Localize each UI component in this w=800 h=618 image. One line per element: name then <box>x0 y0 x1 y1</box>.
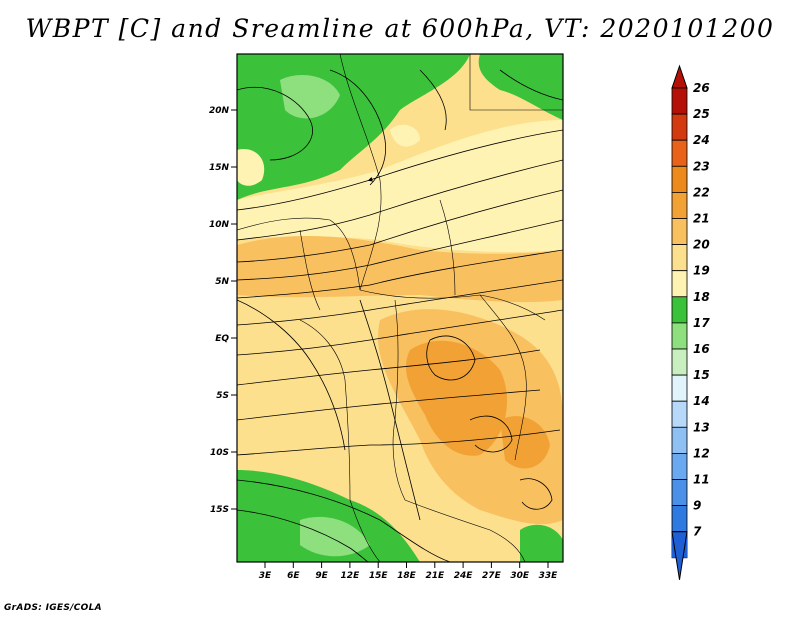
lat-label: EQ <box>215 334 229 344</box>
colorbar-top-arrow <box>671 64 688 89</box>
lon-label: 15E <box>369 571 389 581</box>
colorbar-segment <box>671 505 688 533</box>
lon-label: 6E <box>287 571 300 581</box>
colorbar-segment <box>671 296 688 324</box>
colorbar-label: 14 <box>693 394 710 408</box>
lat-label: 5S <box>216 391 229 401</box>
colorbar-label: 15 <box>693 368 710 382</box>
colorbar-segment <box>671 191 688 219</box>
lon-label: 12E <box>341 571 361 581</box>
lat-label: 15S <box>210 505 229 515</box>
colorbar-segment <box>671 218 688 246</box>
colorbar-label: 11 <box>693 473 710 487</box>
colorbar-segment <box>671 426 688 454</box>
colorbar: 26 25 24 23 22 21 20 19 18 17 16 15 14 13 12 11 9 7 <box>671 64 710 580</box>
colorbar-segment <box>671 113 688 141</box>
colorbar-label: 16 <box>693 342 710 356</box>
colorbar-label: 12 <box>693 446 710 460</box>
colorbar-label: 20 <box>693 238 710 252</box>
lon-label: 27E <box>482 571 502 581</box>
plot-frame <box>236 53 564 563</box>
wbpt-field <box>237 54 563 562</box>
colorbar-label: 24 <box>693 133 710 147</box>
lon-label: 33E <box>539 571 559 581</box>
colorbar-label: 9 <box>693 499 701 513</box>
colorbar-segment <box>671 374 688 402</box>
lat-label: 15N <box>209 163 230 173</box>
lon-label: 21E <box>425 571 445 581</box>
colorbar-label: 18 <box>693 290 710 304</box>
colorbar-segment <box>671 87 688 115</box>
colorbar-segment <box>671 479 688 507</box>
colorbar-segment <box>671 165 688 193</box>
map-title: WBPT [C] and Sreamline at 600hPa, VT: 20… <box>25 14 775 43</box>
colorbar-label: 19 <box>693 264 710 278</box>
colorbar-segment <box>671 452 688 480</box>
colorbar-label: 25 <box>693 107 710 121</box>
colorbar-segment <box>671 322 688 350</box>
colorbar-segment <box>671 270 688 298</box>
streamlines <box>237 69 563 562</box>
lon-label: 3E <box>259 571 272 581</box>
latitude-axis: 20N 15N 10N 5N EQ 5S 10S 15S <box>209 106 237 515</box>
lat-label: 10S <box>210 448 229 458</box>
country-borders <box>237 54 563 562</box>
lon-label: 18E <box>397 571 417 581</box>
colorbar-label: 23 <box>693 159 710 173</box>
lon-label: 30E <box>510 571 530 581</box>
colorbar-label: 21 <box>693 212 710 226</box>
colorbar-bottom-arrow <box>671 531 688 580</box>
colorbar-label: 22 <box>693 185 710 199</box>
colorbar-segment <box>671 244 688 272</box>
lat-label: 10N <box>209 220 230 230</box>
colorbar-segment <box>671 139 688 167</box>
grads-credit: GrADS: IGES/COLA <box>4 603 102 613</box>
colorbar-segment <box>671 400 688 428</box>
colorbar-label: 13 <box>693 420 710 434</box>
colorbar-label: 7 <box>693 525 702 539</box>
lon-label: 24E <box>454 571 474 581</box>
colorbar-label: 26 <box>693 81 710 95</box>
lat-label: 5N <box>215 277 229 287</box>
colorbar-segment <box>671 348 688 376</box>
lat-label: 20N <box>209 106 230 116</box>
colorbar-label: 17 <box>693 316 710 330</box>
lon-label: 9E <box>315 571 328 581</box>
longitude-axis: 3E 6E 9E 12E 15E 18E 21E 24E 27E 30E 33E <box>259 562 558 581</box>
